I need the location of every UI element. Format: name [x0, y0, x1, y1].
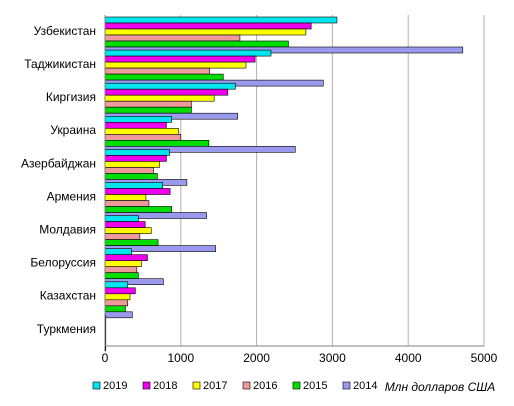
bar-2016-1 — [104, 34, 241, 42]
category-label: Узбекистан — [34, 24, 96, 38]
bar-2019-4 — [104, 116, 173, 123]
bar-2019-8 — [104, 248, 132, 255]
bar-2019-3 — [104, 82, 236, 90]
bars — [104, 16, 464, 352]
category-labels: Узбекистан Таджикистан Киргизия Украина Азер… — [21, 24, 96, 336]
bar-2018-4 — [104, 122, 167, 129]
bar-2018-1 — [104, 22, 312, 30]
x-tick-label: 1000 — [167, 351, 194, 365]
bar-2017-4 — [104, 128, 179, 135]
bar-2018-6 — [104, 188, 171, 195]
axes — [104, 15, 484, 347]
category-label: Армения — [47, 189, 96, 203]
bar-2015-9 — [104, 305, 126, 313]
legend-label-2018: 2018 — [153, 380, 177, 392]
x-tick-label: 5000 — [471, 351, 498, 365]
bar-2016-4 — [104, 134, 182, 141]
bar-2016-9 — [104, 299, 129, 307]
legend-label-2015: 2015 — [303, 380, 327, 392]
bar-2015-3 — [104, 106, 192, 114]
bar-2015-6 — [104, 206, 173, 213]
x-tick-label: 0 — [102, 351, 109, 365]
x-tick-label: 2000 — [243, 351, 270, 365]
bar-2018-5 — [104, 155, 167, 162]
bar-2017-3 — [104, 94, 215, 102]
bar-2017-8 — [104, 260, 142, 268]
legend-label-2016: 2016 — [253, 380, 277, 392]
x-tick-label: 3000 — [319, 351, 346, 365]
bar-2018-3 — [104, 88, 229, 96]
category-label: Украина — [50, 123, 96, 137]
bar-2015-1 — [104, 40, 289, 48]
bar-2017-5 — [104, 161, 160, 168]
legend-swatch-2014 — [342, 381, 351, 390]
legend-swatch-2016 — [242, 381, 251, 390]
bar-2019-6 — [104, 182, 163, 189]
bar-2018-2 — [104, 55, 256, 63]
bar-2017-2 — [104, 61, 247, 69]
bar-2016-3 — [104, 100, 192, 108]
x-tick-label: 4000 — [395, 351, 422, 365]
category-label: Туркмения — [37, 322, 96, 336]
legend-label-2014: 2014 — [353, 380, 377, 392]
category-label: Белоруссия — [30, 256, 96, 270]
category-label: Киргизия — [46, 90, 96, 104]
category-label: Молдавия — [39, 222, 96, 236]
legend-label-2019: 2019 — [103, 380, 127, 392]
category-label: Азербайджан — [21, 156, 96, 170]
bar-2017-9 — [104, 293, 131, 301]
bar-2015-7 — [104, 239, 159, 246]
bar-2016-5 — [104, 167, 154, 174]
bar-2019-9 — [104, 281, 129, 289]
bar-2016-2 — [104, 67, 210, 75]
legend: 2019 2018 2017 2016 2015 2014 — [92, 380, 377, 392]
bar-2017-7 — [104, 227, 152, 234]
category-label: Казахстан — [40, 289, 96, 303]
bar-2019-5 — [104, 149, 170, 156]
category-label: Таджикистан — [24, 57, 96, 71]
bar-2017-6 — [104, 194, 147, 201]
bar-2016-7 — [104, 233, 141, 240]
bar-2018-7 — [104, 221, 146, 228]
bar-2016-6 — [104, 200, 150, 207]
grid-lines — [180, 15, 485, 346]
bar-2018-9 — [104, 287, 136, 295]
bar-2015-4 — [104, 140, 210, 147]
bar-2015-5 — [104, 173, 158, 180]
bar-2015-8 — [104, 272, 139, 280]
legend-label-2017: 2017 — [203, 380, 227, 392]
bar-2015-2 — [104, 73, 224, 81]
bar-2017-1 — [104, 28, 307, 36]
bar-2014-9 — [104, 311, 133, 319]
legend-swatch-2018 — [142, 381, 151, 390]
bar-2019-1 — [104, 16, 338, 24]
bar-2019-7 — [104, 215, 139, 222]
legend-swatch-2015 — [292, 381, 301, 390]
bar-2018-8 — [104, 254, 148, 261]
x-tick-labels: 0 1000 2000 3000 4000 5000 — [102, 351, 498, 365]
bar-2016-8 — [104, 266, 138, 274]
legend-swatch-2019 — [92, 381, 101, 390]
x-axis-unit-label: Млн долларов США — [385, 380, 496, 394]
legend-swatch-2017 — [192, 381, 201, 390]
bar-2019-2 — [104, 49, 272, 57]
